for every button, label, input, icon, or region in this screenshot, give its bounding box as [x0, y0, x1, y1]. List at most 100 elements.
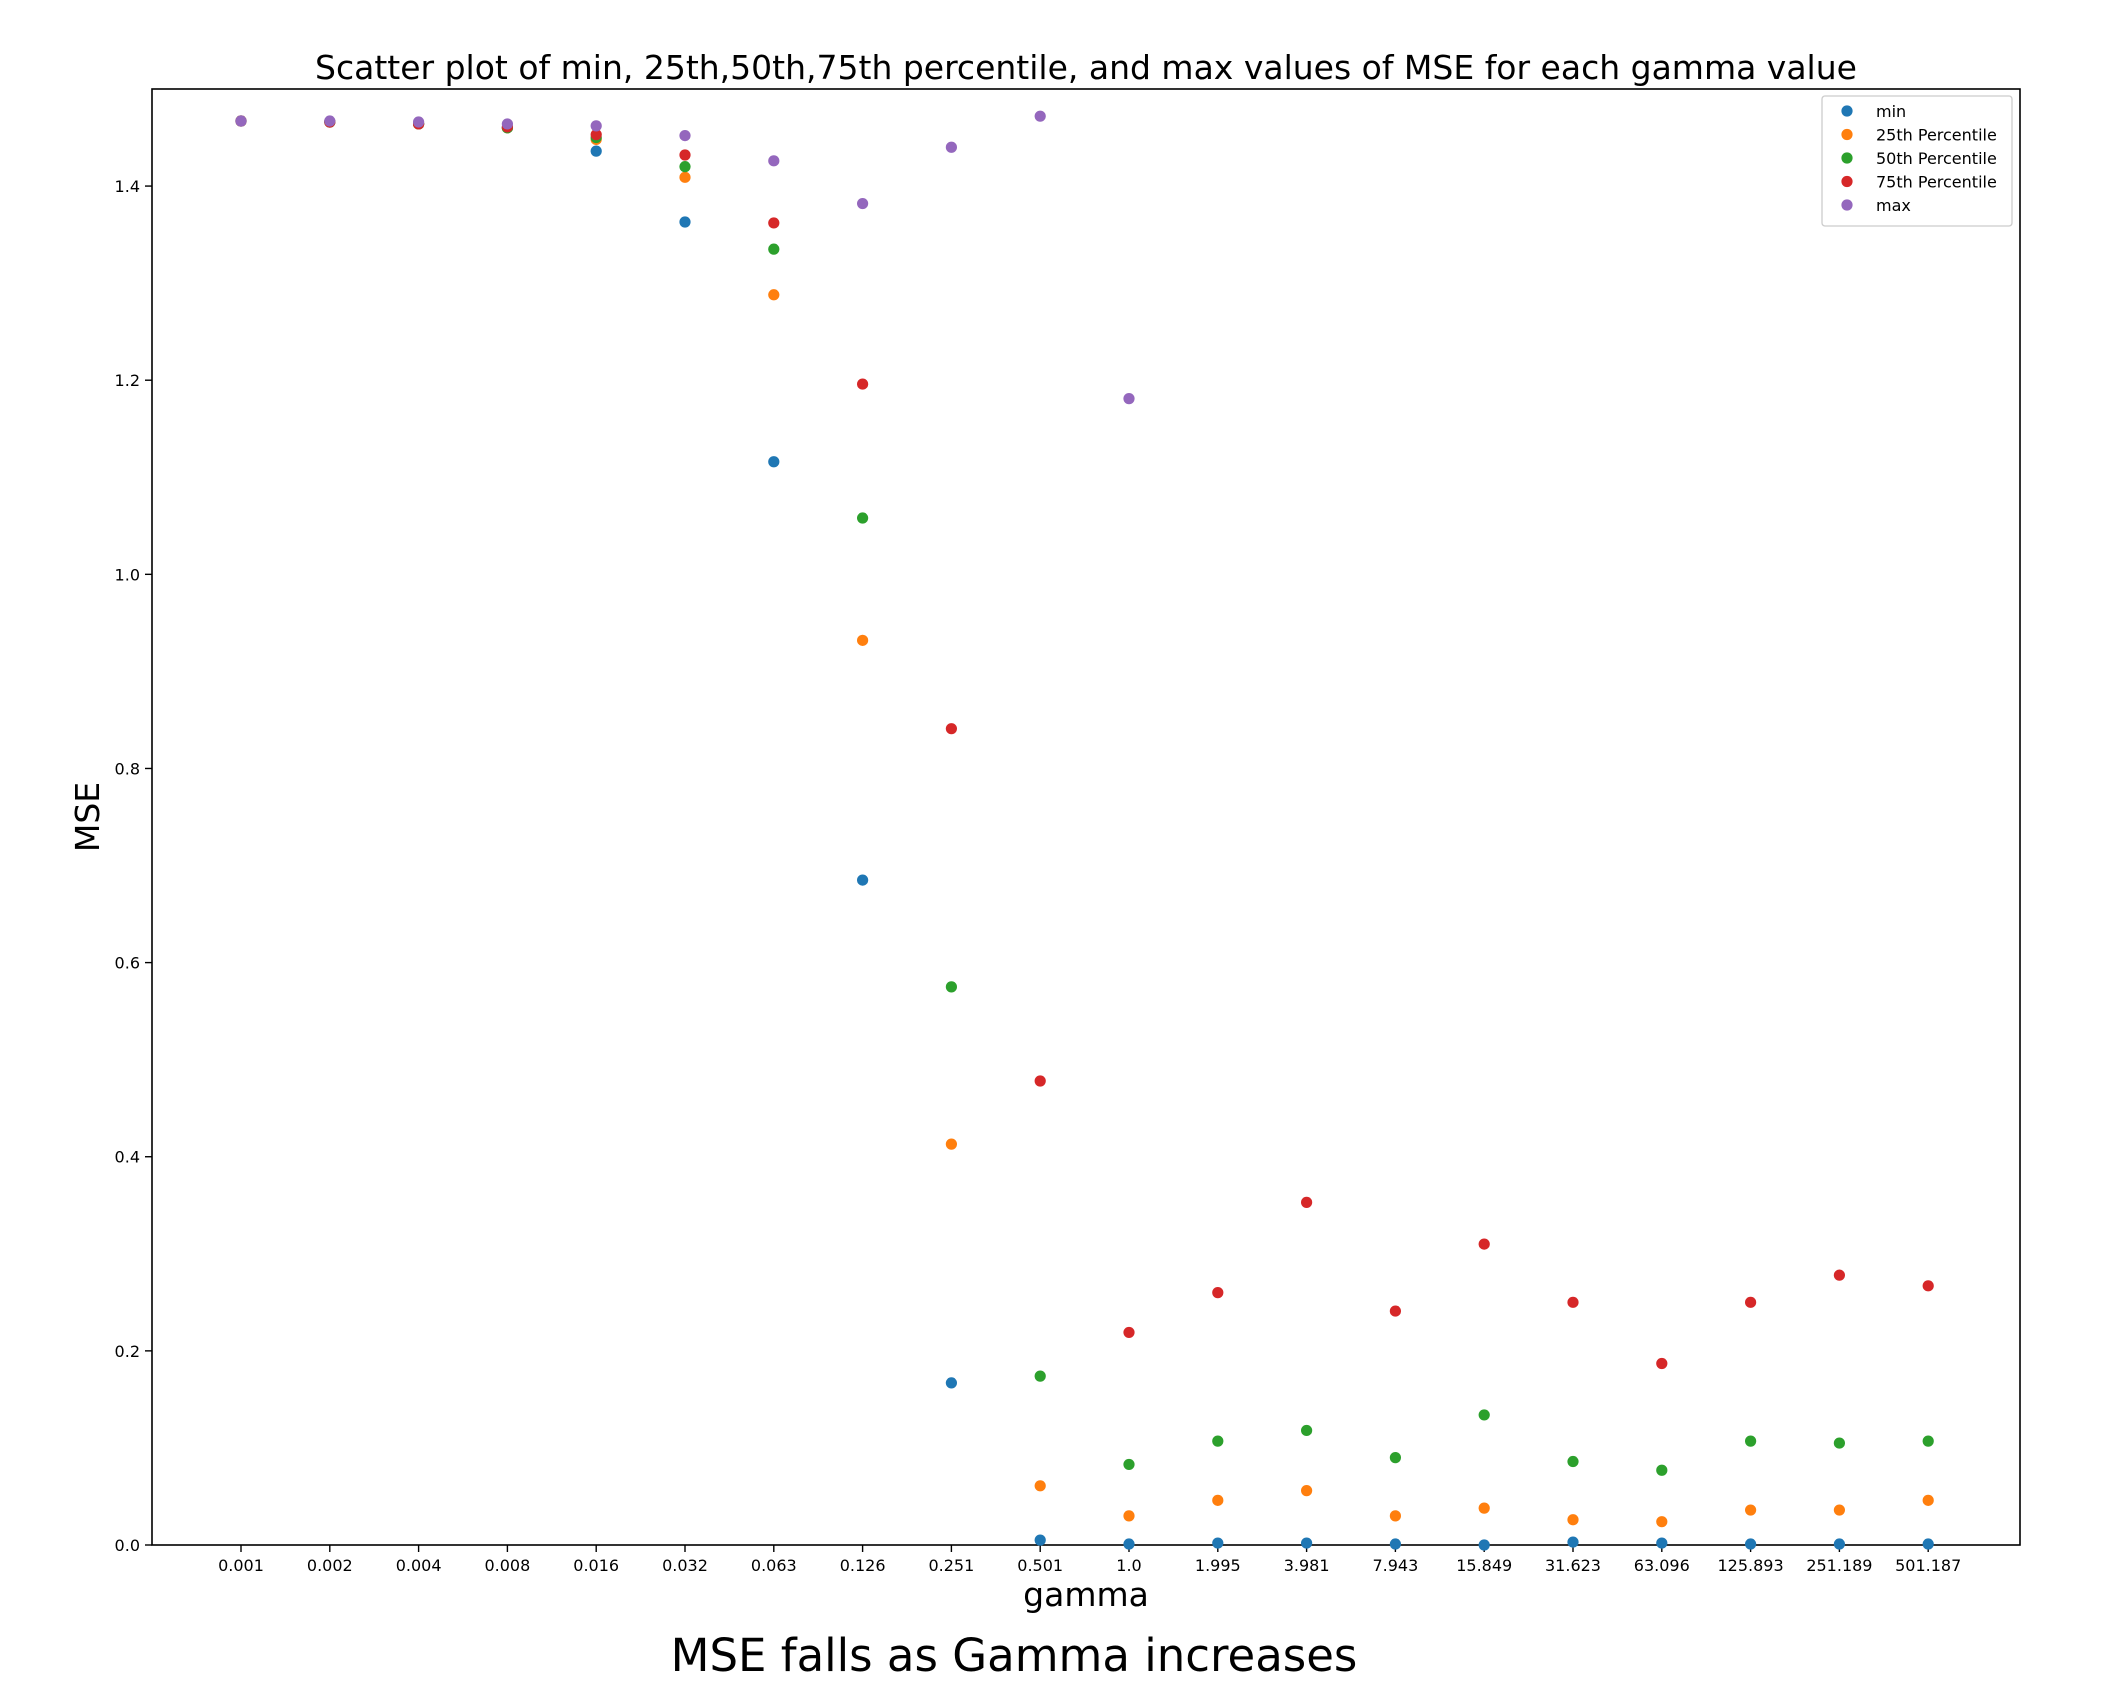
y-tick-label: 0.4 [115, 1148, 140, 1167]
data-point [1567, 1514, 1579, 1526]
data-point [1212, 1287, 1224, 1299]
x-tick-label: 501.187 [1895, 1556, 1961, 1575]
x-tick-label: 31.623 [1545, 1556, 1601, 1575]
data-point [945, 981, 958, 993]
data-point [1656, 1357, 1668, 1370]
data-point [1389, 1305, 1401, 1317]
data-point [1922, 1538, 1934, 1550]
data-point [1478, 1409, 1490, 1421]
y-tick-label: 1.2 [115, 371, 140, 390]
data-point [1745, 1296, 1757, 1308]
data-point [1922, 1494, 1934, 1506]
data-point [1123, 1326, 1135, 1339]
data-point [857, 512, 869, 524]
x-axis: 0.001 0.002 0.004 0.008 0.016 0.032 0.063 0.126… [218, 1545, 1961, 1575]
x-tick-label: 1.0 [1116, 1556, 1141, 1575]
x-tick-label: 0.008 [484, 1556, 530, 1575]
data-point [1123, 1458, 1135, 1471]
y-tick-label: 0.0 [115, 1536, 140, 1555]
data-point [1478, 1502, 1490, 1514]
data-point [1745, 1504, 1757, 1516]
data-point [1034, 1075, 1046, 1087]
data-point [679, 129, 691, 142]
y-tick-label: 1.4 [115, 177, 140, 196]
data-point [857, 378, 869, 390]
chart-caption: MSE falls as Gamma increases [671, 1629, 1358, 1682]
data-point [1922, 1280, 1934, 1292]
data-point [1034, 1534, 1046, 1546]
legend-marker [1841, 199, 1853, 211]
data-point [590, 120, 602, 132]
data-point [679, 216, 691, 228]
y-tick-label: 0.2 [115, 1342, 140, 1361]
data-point [1833, 1269, 1845, 1281]
x-tick-label: 0.002 [307, 1556, 353, 1575]
data-point [1656, 1516, 1668, 1528]
data-point [1389, 1538, 1401, 1550]
x-tick-label: 0.251 [928, 1556, 974, 1575]
data-point [768, 289, 780, 301]
y-tick-label: 0.8 [115, 759, 140, 778]
data-point [1567, 1536, 1579, 1548]
data-point [1389, 1452, 1401, 1464]
y-tick-label: 1.0 [115, 565, 140, 584]
data-point [590, 145, 602, 157]
data-point [1212, 1494, 1224, 1506]
x-tick-label: 0.501 [1017, 1556, 1063, 1575]
y-tick-label: 0.6 [115, 954, 140, 973]
data-point [1034, 1480, 1046, 1492]
data-point [501, 118, 513, 130]
chart-title: Scatter plot of min, 25th,50th,75th perc… [315, 48, 1857, 87]
series-25th-percentile [235, 115, 1934, 1528]
data-point [768, 217, 780, 229]
x-tick-label: 0.001 [218, 1556, 264, 1575]
legend-marker [1841, 128, 1853, 141]
data-point [1833, 1538, 1845, 1550]
data-point [1212, 1435, 1224, 1447]
data-point [590, 129, 602, 141]
y-axis: 0.0 0.2 0.4 0.6 0.8 1.0 1.2 1.4 [115, 177, 152, 1555]
legend-label: 75th Percentile [1876, 173, 1997, 192]
data-point [768, 456, 780, 468]
data-point [1123, 1510, 1135, 1522]
data-point [1478, 1238, 1490, 1250]
legend-marker [1841, 152, 1853, 164]
x-tick-label: 0.126 [840, 1556, 886, 1575]
series-max [235, 110, 1135, 405]
data-point [1301, 1424, 1313, 1437]
x-tick-label: 0.016 [573, 1556, 619, 1575]
data-point [1922, 1435, 1934, 1447]
data-point [679, 149, 691, 161]
series-50th-percentile [235, 115, 1934, 1476]
data-point [324, 115, 336, 127]
x-tick-label: 1.995 [1195, 1556, 1241, 1575]
data-point [679, 161, 691, 173]
legend-label: 50th Percentile [1876, 149, 1997, 168]
data-point [1656, 1537, 1668, 1549]
data-point [857, 634, 869, 646]
data-point [679, 171, 691, 183]
data-point [1301, 1485, 1313, 1497]
legend-label: max [1876, 196, 1911, 215]
data-points [235, 110, 1934, 1551]
legend-label: 25th Percentile [1876, 126, 1997, 145]
legend-frame [1821, 95, 2013, 227]
x-tick-label: 7.943 [1372, 1556, 1418, 1575]
legend-label: min [1876, 102, 1906, 121]
data-point [857, 197, 869, 210]
x-tick-label: 3.981 [1284, 1556, 1330, 1575]
legend: min 25th Percentile 50th Percentile 75th Pe… [1821, 95, 2013, 227]
data-point [1301, 1196, 1313, 1208]
y-axis-label: MSE [68, 782, 107, 852]
series-min [235, 115, 1934, 1551]
x-tick-label: 0.004 [396, 1556, 442, 1575]
x-tick-label: 251.189 [1806, 1556, 1872, 1575]
data-point [1301, 1537, 1313, 1549]
data-point [1656, 1464, 1668, 1476]
data-point [768, 155, 780, 167]
data-point [1833, 1437, 1845, 1449]
data-point [1833, 1504, 1845, 1516]
data-point [768, 243, 780, 255]
x-tick-label: 125.893 [1718, 1556, 1784, 1575]
